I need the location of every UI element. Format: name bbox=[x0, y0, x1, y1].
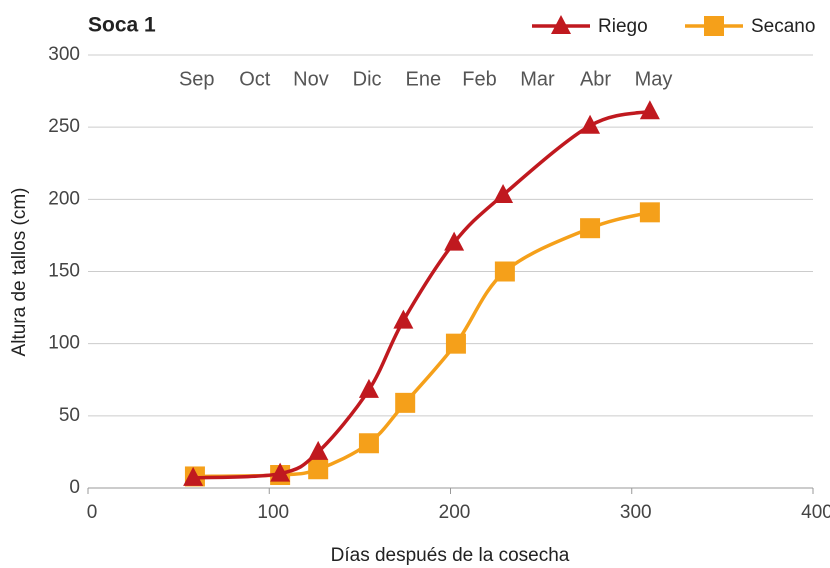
y-tick-label: 150 bbox=[48, 261, 80, 282]
y-tick-label: 300 bbox=[48, 44, 80, 65]
month-label: Ene bbox=[406, 68, 442, 90]
point bbox=[270, 462, 291, 482]
x-tick-label: 200 bbox=[439, 502, 471, 523]
point bbox=[358, 433, 379, 454]
point bbox=[358, 378, 379, 398]
month-label: May bbox=[635, 68, 673, 90]
x-tick-label: 300 bbox=[620, 502, 652, 523]
legend-label: Secano bbox=[751, 16, 815, 37]
point bbox=[308, 440, 329, 460]
y-tick-label: 250 bbox=[48, 116, 80, 137]
month-label: Feb bbox=[462, 68, 496, 90]
x-tick-label: 0 bbox=[87, 502, 98, 523]
month-label: Nov bbox=[293, 68, 329, 90]
point bbox=[493, 184, 514, 204]
x-tick-label: 400 bbox=[801, 502, 830, 523]
point bbox=[183, 466, 204, 486]
point bbox=[393, 309, 414, 329]
y-tick-label: 50 bbox=[59, 405, 80, 426]
legend-label: Riego bbox=[598, 16, 648, 37]
point bbox=[445, 333, 466, 354]
month-label: Sep bbox=[179, 68, 215, 90]
point bbox=[444, 231, 465, 251]
line bbox=[194, 210, 651, 479]
x-axis-label: Días después de la cosecha bbox=[331, 545, 570, 566]
month-label: Oct bbox=[239, 68, 271, 90]
y-axis-label: Altura de tallos (cm) bbox=[9, 188, 30, 357]
month-label: Mar bbox=[520, 68, 555, 90]
legend-marker bbox=[704, 16, 724, 36]
point bbox=[580, 218, 601, 239]
point bbox=[395, 392, 416, 413]
y-tick-label: 200 bbox=[48, 188, 80, 209]
point bbox=[639, 202, 660, 223]
month-label: Abr bbox=[580, 68, 611, 90]
month-label: Dic bbox=[353, 68, 382, 90]
x-tick-label: 100 bbox=[257, 502, 289, 523]
point bbox=[639, 100, 660, 120]
y-tick-label: 0 bbox=[69, 477, 80, 498]
chart-title: Soca 1 bbox=[88, 14, 156, 37]
legend-marker bbox=[551, 15, 571, 34]
y-tick-label: 100 bbox=[48, 333, 80, 354]
point bbox=[580, 114, 601, 134]
point bbox=[308, 459, 329, 480]
point bbox=[494, 261, 515, 282]
line bbox=[193, 109, 651, 480]
